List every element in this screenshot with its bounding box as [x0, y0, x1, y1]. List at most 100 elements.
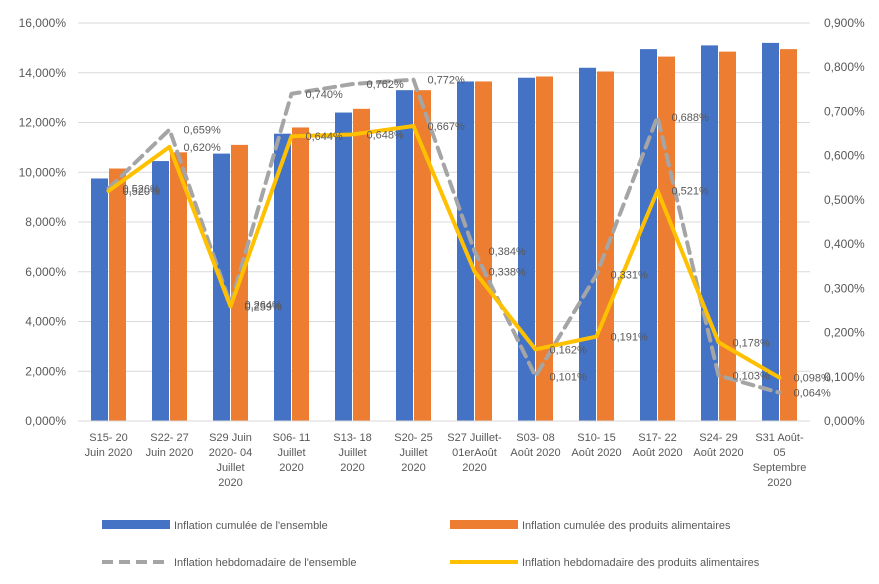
category-label-line: 2020- 04 — [209, 447, 252, 459]
bar-cumulative-food — [719, 51, 736, 421]
right-tick-label: 0,600% — [824, 149, 865, 163]
data-label-weekly-all: 0,688% — [672, 112, 710, 124]
category-label-line: Juillet — [338, 447, 366, 459]
bar-series — [91, 42, 797, 422]
bar-cumulative-all — [579, 67, 596, 422]
data-label-weekly-food: 0,259% — [245, 301, 283, 313]
right-tick-label: 0,200% — [824, 326, 865, 340]
category-label-line: S27 Juillet- — [447, 432, 502, 444]
left-tick-label: 8,000% — [25, 215, 66, 229]
bar-cumulative-all — [396, 90, 413, 421]
legend-label-weekly-all: Inflation hebdomadaire de l'ensemble — [174, 557, 357, 569]
category-label-line: S22- 27 — [150, 432, 189, 444]
data-label-weekly-all: 0,772% — [428, 75, 466, 87]
category-label: S20- 25 Juillet 2020 — [394, 432, 433, 474]
bar-cumulative-food — [780, 49, 797, 422]
category-label: S17- 22 Août 2020 — [632, 432, 682, 459]
legend-item-cumulative-all[interactable]: Inflation cumulée de l'ensemble — [102, 520, 328, 532]
bar-cumulative-food — [353, 108, 370, 421]
category-label-line: Septembre — [753, 462, 807, 474]
data-label-weekly-food: 0,338% — [489, 267, 527, 279]
category-label-line: S15- 20 — [89, 432, 128, 444]
category-label: S13- 18 Juillet 2020 — [333, 432, 372, 474]
right-tick-label: 0,300% — [824, 281, 865, 295]
legend-label-cumulative-food: Inflation cumulée des produits alimentai… — [522, 520, 731, 532]
category-label-line: S24- 29 — [699, 432, 738, 444]
bar-cumulative-food — [170, 152, 187, 421]
bar-cumulative-food — [658, 56, 675, 422]
legend-item-cumulative-food[interactable]: Inflation cumulée des produits alimentai… — [450, 520, 731, 532]
data-label-weekly-all: 0,384% — [489, 246, 527, 258]
category-label-line: S17- 22 — [638, 432, 677, 444]
line-weekly-food — [106, 124, 782, 380]
line-data-labels: 0,526% 0,659% 0,264% 0,740% 0,762% 0,772% 0,38… — [123, 75, 832, 400]
category-label: S24- 29 Août 2020 — [693, 432, 743, 459]
data-label-weekly-all: 0,264% — [245, 299, 283, 311]
category-label-line: Août 2020 — [510, 447, 560, 459]
right-tick-label: 0,400% — [824, 237, 865, 251]
line-series — [106, 77, 782, 395]
legend-swatch-cumulative-all — [102, 520, 170, 529]
data-label-weekly-food: 0,620% — [184, 142, 222, 154]
left-tick-label: 16,000% — [19, 16, 67, 30]
category-label-line: Juillet — [277, 447, 305, 459]
left-axis: 0,000% 2,000% 4,000% 6,000% 8,000% 10,000% 12,… — [19, 16, 67, 428]
data-label-weekly-food: 0,191% — [611, 332, 649, 344]
category-label-line: S29 Juin — [209, 432, 252, 444]
right-tick-label: 0,900% — [824, 16, 865, 30]
category-label-line: Juillet — [399, 447, 427, 459]
data-label-weekly-all: 0,103% — [733, 370, 771, 382]
bar-cumulative-all — [152, 161, 169, 421]
legend-swatch-cumulative-food — [450, 520, 518, 529]
legend-label-cumulative-all: Inflation cumulée de l'ensemble — [174, 520, 328, 532]
right-tick-label: 0,000% — [824, 414, 865, 428]
category-label-line: 2020 — [401, 462, 425, 474]
category-label-line: S03- 08 — [516, 432, 555, 444]
data-label-weekly-all: 0,101% — [550, 371, 588, 383]
bar-cumulative-all — [274, 133, 291, 421]
legend-item-weekly-all[interactable]: Inflation hebdomadaire de l'ensemble — [102, 557, 357, 569]
category-label-line: S10- 15 — [577, 432, 616, 444]
bar-cumulative-all — [762, 42, 779, 422]
legend: Inflation cumulée de l'ensemble Inflatio… — [102, 520, 760, 569]
data-label-weekly-food: 0,178% — [733, 337, 771, 349]
data-label-weekly-food: 0,098% — [794, 373, 832, 385]
category-label-line: Juillet — [216, 462, 244, 474]
right-tick-label: 0,800% — [824, 60, 865, 74]
category-label-line: S20- 25 — [394, 432, 433, 444]
bar-cumulative-all — [335, 112, 352, 422]
left-tick-label: 14,000% — [19, 66, 67, 80]
left-tick-label: 12,000% — [19, 116, 67, 130]
data-label-weekly-all: 0,740% — [306, 89, 344, 101]
category-label: S31 Août- 05 Septembre 2020 — [753, 432, 807, 489]
right-axis: 0,000% 0,100% 0,200% 0,300% 0,400% 0,500% 0,60… — [824, 16, 865, 428]
bar-cumulative-food — [475, 81, 492, 422]
bar-cumulative-food — [292, 127, 309, 421]
category-label-line: 05 — [773, 447, 785, 459]
category-label-line: 01erAoût — [452, 447, 497, 459]
data-label-weekly-food: 0,521% — [672, 186, 710, 198]
category-label-line: S06- 11 — [273, 432, 311, 444]
data-label-weekly-food: 0,520% — [123, 186, 161, 198]
category-label-line: Août 2020 — [693, 447, 743, 459]
category-label: S06- 11 Juillet 2020 — [273, 432, 311, 474]
right-tick-label: 0,500% — [824, 193, 865, 207]
category-label: S27 Juillet- 01erAoût 2020 — [447, 432, 502, 474]
data-label-weekly-all: 0,526% — [123, 183, 161, 195]
category-label-line: S31 Août- — [755, 432, 804, 444]
bar-cumulative-food — [536, 76, 553, 421]
category-label: S29 Juin 2020- 04 Juillet 2020 — [209, 432, 252, 489]
data-label-weekly-all: 0,064% — [794, 388, 832, 400]
category-label: S10- 15 Août 2020 — [571, 432, 621, 459]
category-label-line: 2020 — [462, 462, 486, 474]
category-label-line: S13- 18 — [333, 432, 372, 444]
data-label-weekly-all: 0,762% — [367, 79, 405, 91]
category-label-line: Juin 2020 — [85, 447, 133, 459]
data-label-weekly-food: 0,667% — [428, 121, 466, 133]
right-tick-label: 0,700% — [824, 104, 865, 118]
right-tick-label: 0,100% — [824, 370, 865, 384]
bar-cumulative-all — [640, 49, 657, 422]
legend-label-weekly-food: Inflation hebdomadaire des produits alim… — [522, 557, 760, 569]
legend-item-weekly-food[interactable]: Inflation hebdomadaire des produits alim… — [450, 557, 760, 569]
